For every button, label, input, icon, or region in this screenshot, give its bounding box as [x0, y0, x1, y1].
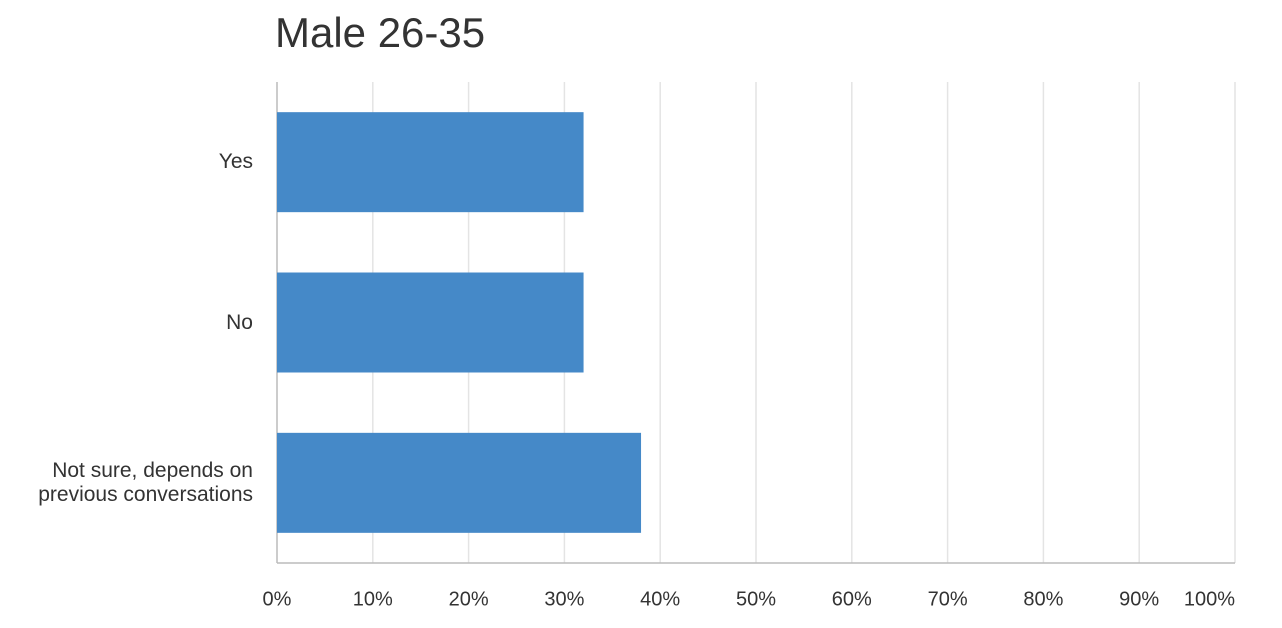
- x-tick-label: 50%: [736, 588, 776, 610]
- x-tick-label: 100%: [1184, 588, 1235, 610]
- bar: [277, 112, 584, 213]
- bar: [277, 272, 584, 373]
- x-tick-label: 80%: [1023, 588, 1063, 610]
- x-tick-label: 70%: [928, 588, 968, 610]
- y-tick-label: Yes: [218, 150, 253, 174]
- x-tick-label: 20%: [449, 588, 489, 610]
- bar: [277, 432, 642, 533]
- x-tick-label: 30%: [544, 588, 584, 610]
- chart-title: Male 26-35: [275, 9, 485, 56]
- x-tick-label: 40%: [640, 588, 680, 610]
- y-tick-label: No: [226, 310, 253, 334]
- x-tick-label: 0%: [263, 588, 292, 610]
- x-tick-label: 10%: [353, 588, 393, 610]
- x-tick-label: 90%: [1119, 588, 1159, 610]
- x-tick-label: 60%: [832, 588, 872, 610]
- y-tick-label: Not sure, depends on previous conversati…: [38, 458, 253, 506]
